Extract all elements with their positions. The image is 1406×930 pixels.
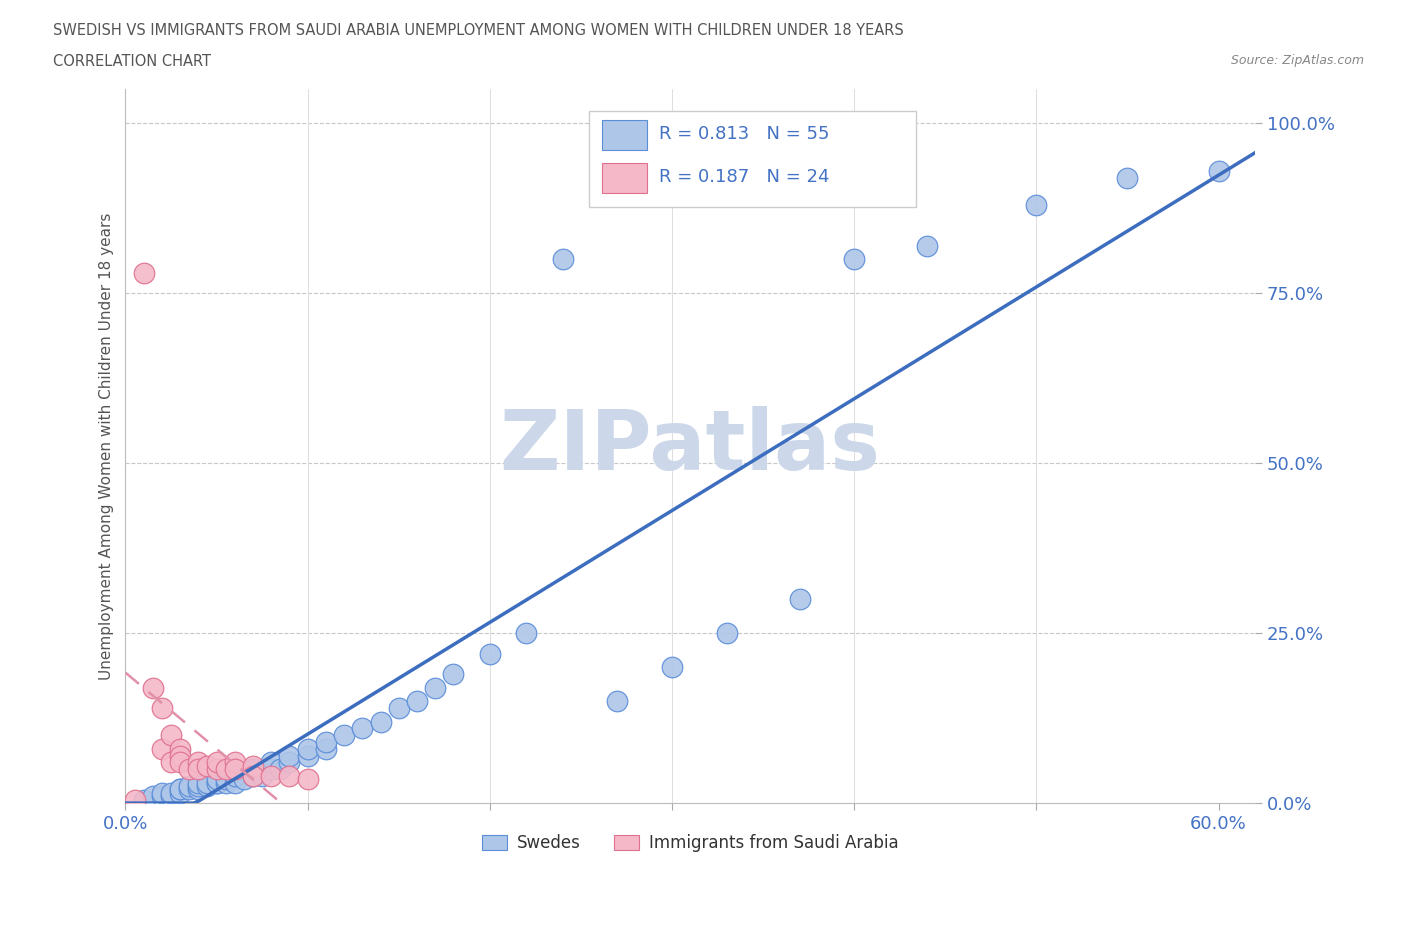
Point [142, 680, 165, 695]
Point [333, 727, 356, 742]
Point [250, 768, 273, 783]
Point [716, 626, 738, 641]
Point [150, 741, 173, 756]
Point [388, 700, 411, 715]
Point [197, 778, 219, 793]
Point [187, 762, 209, 777]
Point [315, 735, 337, 750]
Point [160, 786, 183, 801]
Point [160, 727, 183, 742]
Point [260, 768, 283, 783]
Text: Source: ZipAtlas.com: Source: ZipAtlas.com [1230, 54, 1364, 67]
Point [160, 789, 183, 804]
Point [169, 741, 191, 756]
Point [297, 772, 319, 787]
Point [441, 667, 464, 682]
Point [224, 768, 246, 783]
Point [179, 762, 201, 777]
Point [224, 762, 246, 777]
Point [224, 776, 246, 790]
Point [142, 789, 165, 804]
Point [242, 768, 264, 783]
Point [297, 748, 319, 763]
Text: R = 0.813   N = 55: R = 0.813 N = 55 [658, 126, 830, 143]
Bar [602, 163, 647, 193]
Bar [602, 120, 647, 150]
Point [478, 646, 501, 661]
Legend: Swedes, Immigrants from Saudi Arabia: Swedes, Immigrants from Saudi Arabia [475, 828, 905, 859]
Point [242, 768, 264, 783]
Point [124, 792, 146, 807]
Y-axis label: Unemployment Among Women with Children Under 18 years: Unemployment Among Women with Children U… [100, 213, 114, 680]
Text: SWEDISH VS IMMIGRANTS FROM SAUDI ARABIA UNEMPLOYMENT AMONG WOMEN WITH CHILDREN U: SWEDISH VS IMMIGRANTS FROM SAUDI ARABIA … [53, 23, 904, 38]
Point [315, 741, 337, 756]
Text: CORRELATION CHART: CORRELATION CHART [53, 54, 211, 69]
Point [224, 755, 246, 770]
Point [150, 789, 173, 804]
Point [169, 755, 191, 770]
Point [297, 741, 319, 756]
Point [215, 772, 238, 787]
Point [406, 694, 429, 709]
Point [160, 755, 183, 770]
Point [187, 778, 209, 793]
Point [1116, 170, 1139, 185]
Point [215, 776, 238, 790]
Point [260, 762, 283, 777]
Point [205, 772, 228, 787]
Point [278, 768, 301, 783]
Point [278, 748, 301, 763]
Point [205, 755, 228, 770]
Point [150, 700, 173, 715]
Point [370, 714, 392, 729]
Point [915, 238, 938, 253]
Point [205, 776, 228, 790]
Point [169, 782, 191, 797]
Point [169, 748, 191, 763]
Point [197, 776, 219, 790]
Point [1208, 164, 1230, 179]
Point [269, 762, 291, 777]
Point [169, 782, 191, 797]
Point [179, 782, 201, 797]
Point [197, 758, 219, 773]
Point [215, 762, 238, 777]
Point [150, 786, 173, 801]
Point [169, 786, 191, 801]
Point [187, 776, 209, 790]
Point [132, 792, 155, 807]
Point [1025, 197, 1047, 212]
Point [179, 778, 201, 793]
Point [242, 758, 264, 773]
Point [515, 626, 537, 641]
Point [425, 680, 447, 695]
Point [260, 755, 283, 770]
Point [606, 694, 628, 709]
Point [232, 772, 254, 787]
Point [352, 721, 374, 736]
Point [661, 659, 683, 674]
FancyBboxPatch shape [589, 111, 917, 207]
Text: ZIPatlas: ZIPatlas [499, 405, 880, 486]
Point [844, 252, 866, 267]
Point [278, 755, 301, 770]
Point [242, 762, 264, 777]
Point [551, 252, 574, 267]
Point [187, 755, 209, 770]
Point [205, 762, 228, 777]
Point [205, 776, 228, 790]
Point [132, 265, 155, 280]
Text: R = 0.187   N = 24: R = 0.187 N = 24 [658, 168, 830, 186]
Point [789, 591, 811, 606]
Point [187, 782, 209, 797]
